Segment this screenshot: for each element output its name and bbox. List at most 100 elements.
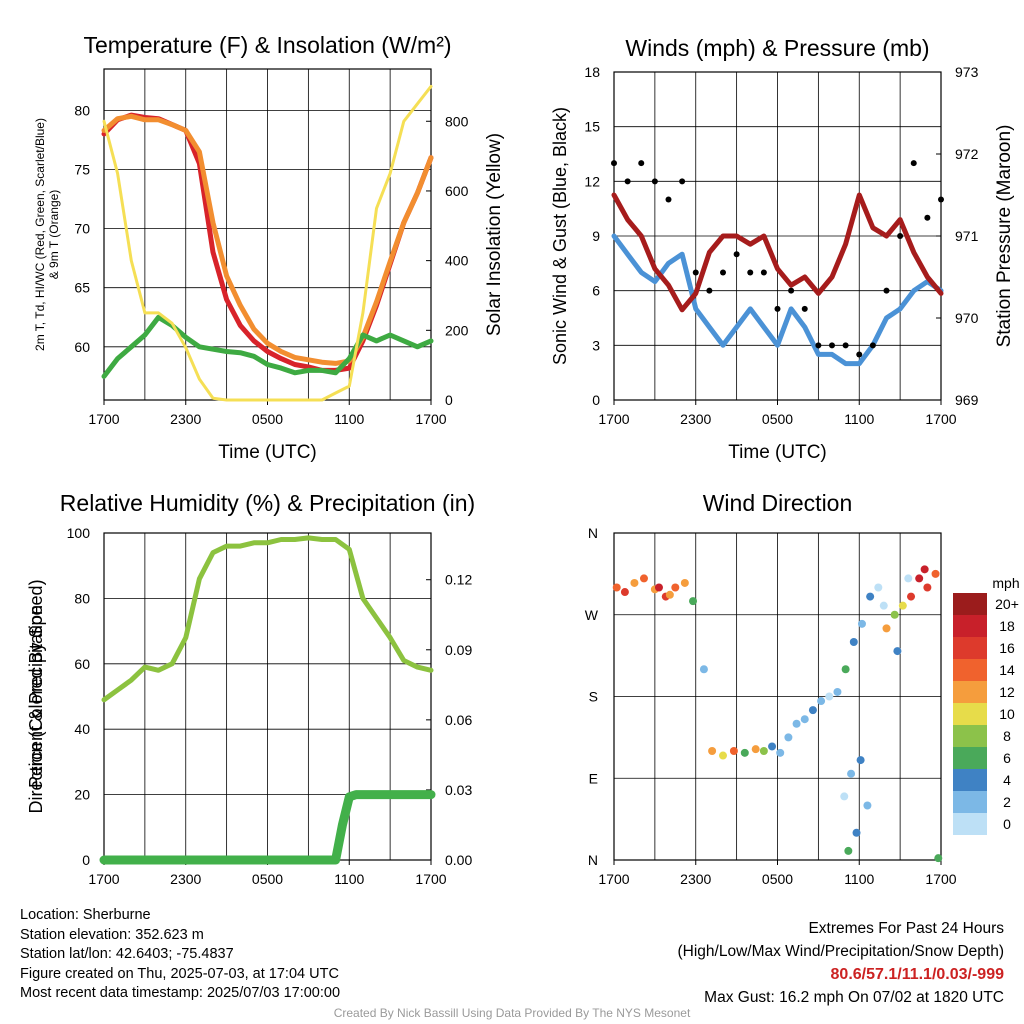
gust-point [665, 196, 672, 203]
gust-point [910, 160, 917, 167]
gust-point [774, 305, 781, 312]
direction-point [784, 733, 793, 742]
gust-point [897, 233, 904, 239]
x-axis-label: Time (UTC) [218, 442, 317, 463]
direction-point [893, 647, 902, 656]
y-tick-label: 12 [584, 173, 600, 189]
gust-point [624, 178, 631, 185]
gust-point [611, 160, 617, 167]
y-tick-label-right: 0.12 [445, 572, 472, 588]
direction-point [915, 574, 924, 583]
direction-point [768, 742, 777, 751]
gust-point [801, 305, 808, 312]
series-line-0 [101, 535, 434, 703]
y-tick-label-right: 973 [955, 64, 979, 80]
y-axis-label: Direction (Colored By Speed) [26, 579, 46, 813]
y-tick-label: 0 [592, 392, 600, 408]
x-tick-label: 1100 [334, 871, 364, 887]
direction-point [800, 715, 809, 724]
y-tick-label: 70 [74, 221, 90, 237]
legend-label: 0 [1003, 816, 1011, 832]
gust-point [760, 269, 767, 276]
gust-point [883, 287, 890, 294]
recent-data-text: Most recent data timestamp: 2025/07/03 1… [20, 985, 341, 1001]
direction-point [776, 748, 785, 757]
legend-swatch [953, 703, 987, 725]
direction-point [857, 619, 866, 628]
legend-label: 8 [1003, 728, 1011, 744]
x-tick-label: 2300 [680, 411, 711, 427]
direction-point [671, 583, 680, 592]
y-tick-label-right: 800 [445, 113, 469, 129]
gust-point [720, 269, 726, 276]
series-line-1 [99, 790, 436, 865]
gust-point [924, 214, 931, 221]
direction-point [879, 601, 888, 610]
x-tick-label: 1700 [88, 411, 119, 427]
x-tick-label: 1100 [844, 411, 874, 427]
direction-point [907, 592, 916, 601]
y-axis-label-right: Station Pressure (Maroon) [994, 125, 1015, 348]
y-tick-label-right: 600 [445, 183, 469, 199]
direction-point [825, 692, 834, 701]
gust-point [747, 269, 754, 276]
direction-point [856, 756, 865, 765]
direction-point [923, 583, 932, 592]
x-tick-label: 1700 [925, 871, 956, 887]
series-line-2 [611, 192, 944, 313]
panel-title: Temperature (F) & Insolation (W/m²) [83, 32, 451, 58]
gust-point [638, 160, 645, 167]
direction-point [934, 854, 943, 863]
panel-title: Relative Humidity (%) & Precipitation (i… [60, 490, 475, 516]
extremes-summary: Extremes For Past 24 Hours (High/Low/Max… [678, 917, 1005, 1009]
direction-point [719, 751, 727, 760]
legend-label: 6 [1003, 750, 1011, 766]
legend-swatch [953, 659, 987, 681]
gust-point [815, 342, 822, 349]
direction-point [844, 846, 853, 855]
direction-point [874, 583, 883, 592]
series-line-1 [101, 113, 434, 366]
series-line-2 [101, 314, 434, 379]
y-tick-label-right: 0.03 [445, 782, 472, 798]
legend-label: 2 [1003, 794, 1011, 810]
y-tick-label-right: 0.06 [445, 712, 472, 728]
direction-point [699, 665, 708, 674]
y-tick-label: 20 [74, 787, 90, 803]
y-tick-label: 40 [74, 721, 90, 737]
direction-point [840, 792, 849, 801]
y-tick-label-right: 400 [445, 253, 469, 269]
direction-point [920, 565, 929, 574]
y-tick-label-right: 0 [445, 392, 453, 408]
location-text: Location: Sherburne [20, 907, 151, 923]
direction-point [904, 574, 913, 583]
direction-point [808, 706, 817, 715]
direction-point [654, 583, 663, 592]
direction-point [708, 747, 717, 755]
x-tick-label: 0500 [252, 411, 283, 427]
y-tick-label: E [589, 770, 598, 786]
y-axis-label-right: Solar Insolation (Yellow) [484, 133, 505, 336]
legend-swatch [953, 747, 987, 769]
direction-point [898, 601, 907, 610]
legend-label: 4 [1003, 772, 1011, 788]
y-tick-label: 0 [82, 852, 90, 868]
extremes-values: 80.6/57.1/11.1/0.03/-999 [830, 966, 1004, 983]
x-axis-label: Time (UTC) [728, 442, 827, 463]
direction-point [792, 719, 801, 728]
y-tick-label-right: 971 [955, 228, 979, 244]
y-tick-label-right: 0.09 [445, 642, 472, 658]
y-tick-label: 80 [74, 590, 90, 606]
x-tick-label: 1100 [334, 411, 364, 427]
gust-point [679, 178, 686, 185]
gust-point [938, 196, 944, 203]
legend-swatch [953, 769, 987, 791]
legend-swatch [953, 593, 987, 615]
gust-point [651, 178, 658, 185]
y-tick-label-right: 972 [955, 146, 979, 162]
direction-point [890, 610, 899, 619]
x-tick-label: 0500 [252, 871, 283, 887]
direction-point [866, 592, 875, 601]
legend-label: 10 [999, 706, 1015, 722]
